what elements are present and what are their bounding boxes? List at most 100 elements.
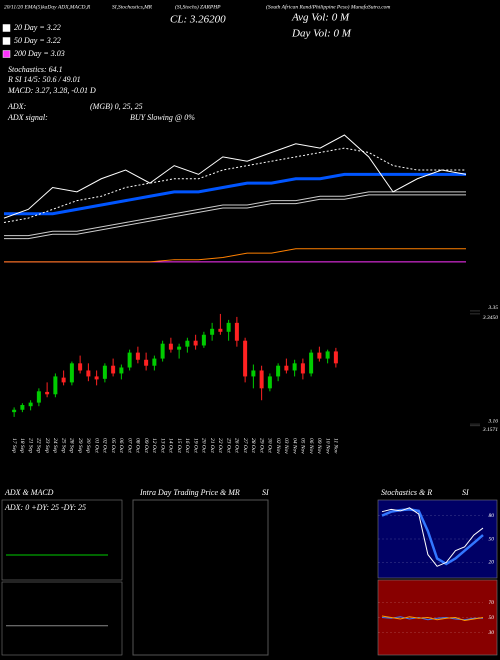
series-line — [381, 507, 484, 567]
x-tick-label: 28 Oct — [250, 438, 256, 453]
x-tick-label: 06 Nov — [308, 438, 314, 454]
x-tick-label: 29 Oct — [258, 438, 264, 453]
x-tick-label: 30 Oct — [267, 437, 273, 453]
candle-body — [45, 391, 50, 395]
x-tick-label: 22 Oct — [217, 438, 223, 453]
y-tick-label: 50 — [489, 536, 495, 542]
close: CL: 3.26200 — [170, 14, 226, 26]
candle-body — [300, 363, 305, 374]
panel — [1, 499, 123, 581]
x-tick-label: 16 Oct — [184, 438, 190, 453]
header-left: 20/11/20 EMA(5)kaDay ADX,MACD,R — [4, 3, 91, 10]
candle-body — [317, 352, 322, 359]
x-tick-label: 15 Oct — [176, 438, 182, 453]
series-line — [4, 248, 466, 263]
x-tick-label: 08 Oct — [135, 438, 141, 453]
candle-body — [234, 322, 239, 341]
x-tick-label: 24 Sep — [52, 438, 59, 453]
y-tick-label: 3.35 — [487, 305, 498, 311]
x-tick-label: 14 Oct — [168, 438, 175, 453]
x-tick-label: 07 Oct — [126, 438, 132, 453]
y-tick-label: 3.16 — [487, 418, 498, 424]
candle-body — [218, 328, 223, 332]
candle-body — [36, 391, 41, 403]
panel-title: Stochastics & R — [381, 488, 432, 497]
x-tick-label: 19 Oct — [192, 438, 198, 453]
panel — [1, 581, 123, 656]
candle-body — [12, 409, 17, 413]
day-vol: Day Vol: 0 M — [291, 28, 352, 40]
candle-body — [267, 376, 272, 389]
panel-title: SI — [462, 488, 469, 497]
x-tick-label: 13 Oct — [159, 438, 165, 453]
legend-label: 50 Day = 3.22 — [14, 36, 61, 45]
y-tick-label: 50 — [489, 615, 495, 621]
intraday-title: Intra Day Trading Price & MR — [139, 488, 240, 497]
x-tick-label: 11 Nov — [333, 438, 339, 454]
candle-body — [28, 402, 33, 407]
y-tick-label: 3.3450 — [482, 314, 498, 321]
candle-body — [193, 340, 198, 346]
series-line — [3, 134, 467, 219]
y-tick-label: 70 — [489, 600, 495, 606]
candle-body — [201, 334, 206, 346]
candle-body — [86, 370, 91, 377]
x-tick-label: 17 Sep — [11, 438, 17, 453]
candle-body — [292, 363, 297, 371]
legend-swatch — [2, 24, 11, 32]
candle-body — [259, 370, 264, 389]
series-line — [4, 191, 466, 237]
header-mid2: (Sl,Stochs) ZARPHP — [175, 3, 221, 10]
x-tick-label: 01 Oct — [93, 438, 99, 453]
x-tick-label: 04 Nov — [291, 438, 298, 454]
x-tick-label: 25 Sep — [60, 438, 66, 453]
indicator: BUY Slowing @ 0% — [130, 113, 195, 122]
avg-vol: Avg Vol: 0 M — [291, 12, 350, 24]
header-mid: SI,Stochastics,MR — [112, 4, 153, 10]
x-tick-label: 29 Sep — [77, 438, 83, 453]
x-tick-label: 05 Nov — [300, 438, 306, 454]
intraday-panel — [132, 499, 269, 656]
header-right: (South African Rand/Philippine Peso) Mun… — [266, 3, 390, 10]
series-line — [4, 194, 466, 240]
indicator: MACD: 3.27, 3.28, -0.01 D — [7, 86, 96, 95]
legend-label: 200 Day = 3.03 — [14, 49, 65, 58]
candle-body — [251, 370, 256, 377]
x-tick-label: 30 Sep — [85, 437, 91, 453]
legend-label: 20 Day = 3.22 — [14, 23, 61, 32]
legend-swatch — [2, 50, 11, 58]
indicator: ADX: — [7, 102, 27, 111]
series-line — [3, 147, 466, 223]
x-tick-label: 23 Oct — [225, 438, 231, 453]
x-tick-label: 28 Sep — [69, 438, 75, 453]
candle-body — [53, 376, 58, 395]
panel-title: ADX & MACD — [4, 488, 54, 497]
candle-body — [78, 363, 83, 371]
indicator: ADX signal: — [7, 113, 48, 122]
panel-label: ADX: 0 +DY: 25 -DY: 25 — [4, 503, 86, 512]
candle-body — [243, 340, 248, 377]
candle-body — [333, 351, 338, 364]
candle-body — [210, 328, 215, 335]
x-tick-label: 21 Oct — [209, 438, 215, 453]
candle-body — [284, 365, 289, 371]
candle-body — [111, 365, 116, 374]
indicator: Stochastics: 64.1 — [8, 65, 63, 74]
candle-body — [61, 377, 66, 383]
y-tick-label: 20 — [489, 560, 495, 566]
x-tick-label: 23 Sep — [44, 438, 50, 453]
y-tick-label: 30 — [488, 630, 495, 636]
series-line — [4, 172, 466, 216]
candle-body — [168, 343, 173, 350]
candle-body — [160, 343, 165, 359]
indicator: (MGB) 0, 25, 25 — [90, 102, 143, 111]
candle-body — [177, 346, 182, 350]
y-tick-label: 80 — [489, 513, 495, 519]
indicator: R SI 14/5: 50.6 / 49.01 — [7, 75, 81, 84]
x-tick-label: 09 Oct — [143, 438, 149, 453]
candle-body — [309, 352, 314, 374]
x-tick-label: 09 Nov — [316, 438, 322, 454]
candle-body — [20, 405, 25, 410]
candle-body — [127, 352, 132, 368]
